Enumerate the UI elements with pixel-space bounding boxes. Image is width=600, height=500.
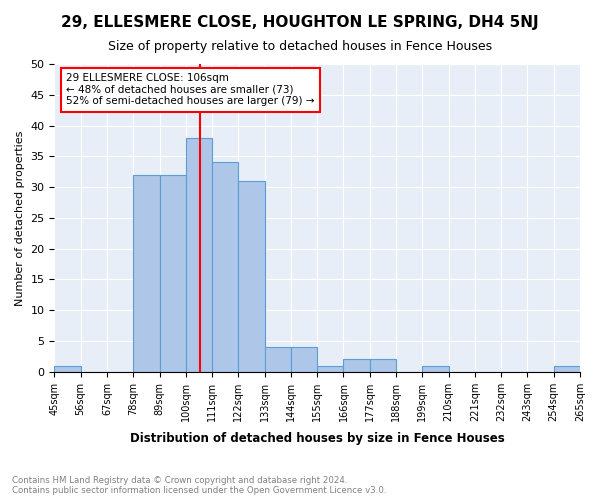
Bar (186, 138, 212, 372)
Bar (133, 175, 160, 372)
Bar (370, 360, 396, 372)
Bar (343, 360, 370, 372)
Text: 29, ELLESMERE CLOSE, HOUGHTON LE SPRING, DH4 5NJ: 29, ELLESMERE CLOSE, HOUGHTON LE SPRING,… (61, 15, 539, 30)
Y-axis label: Number of detached properties: Number of detached properties (15, 130, 25, 306)
Text: 29 ELLESMERE CLOSE: 106sqm
← 48% of detached houses are smaller (73)
52% of semi: 29 ELLESMERE CLOSE: 106sqm ← 48% of deta… (67, 73, 315, 106)
Bar (291, 347, 317, 372)
Bar (55, 366, 80, 372)
Bar (238, 181, 265, 372)
Bar (554, 366, 580, 372)
Bar (422, 366, 449, 372)
Bar (265, 347, 291, 372)
Bar (317, 366, 343, 372)
Bar (160, 175, 186, 372)
Bar (212, 162, 238, 372)
X-axis label: Distribution of detached houses by size in Fence Houses: Distribution of detached houses by size … (130, 432, 505, 445)
Text: Contains HM Land Registry data © Crown copyright and database right 2024.
Contai: Contains HM Land Registry data © Crown c… (12, 476, 386, 495)
Text: Size of property relative to detached houses in Fence Houses: Size of property relative to detached ho… (108, 40, 492, 53)
